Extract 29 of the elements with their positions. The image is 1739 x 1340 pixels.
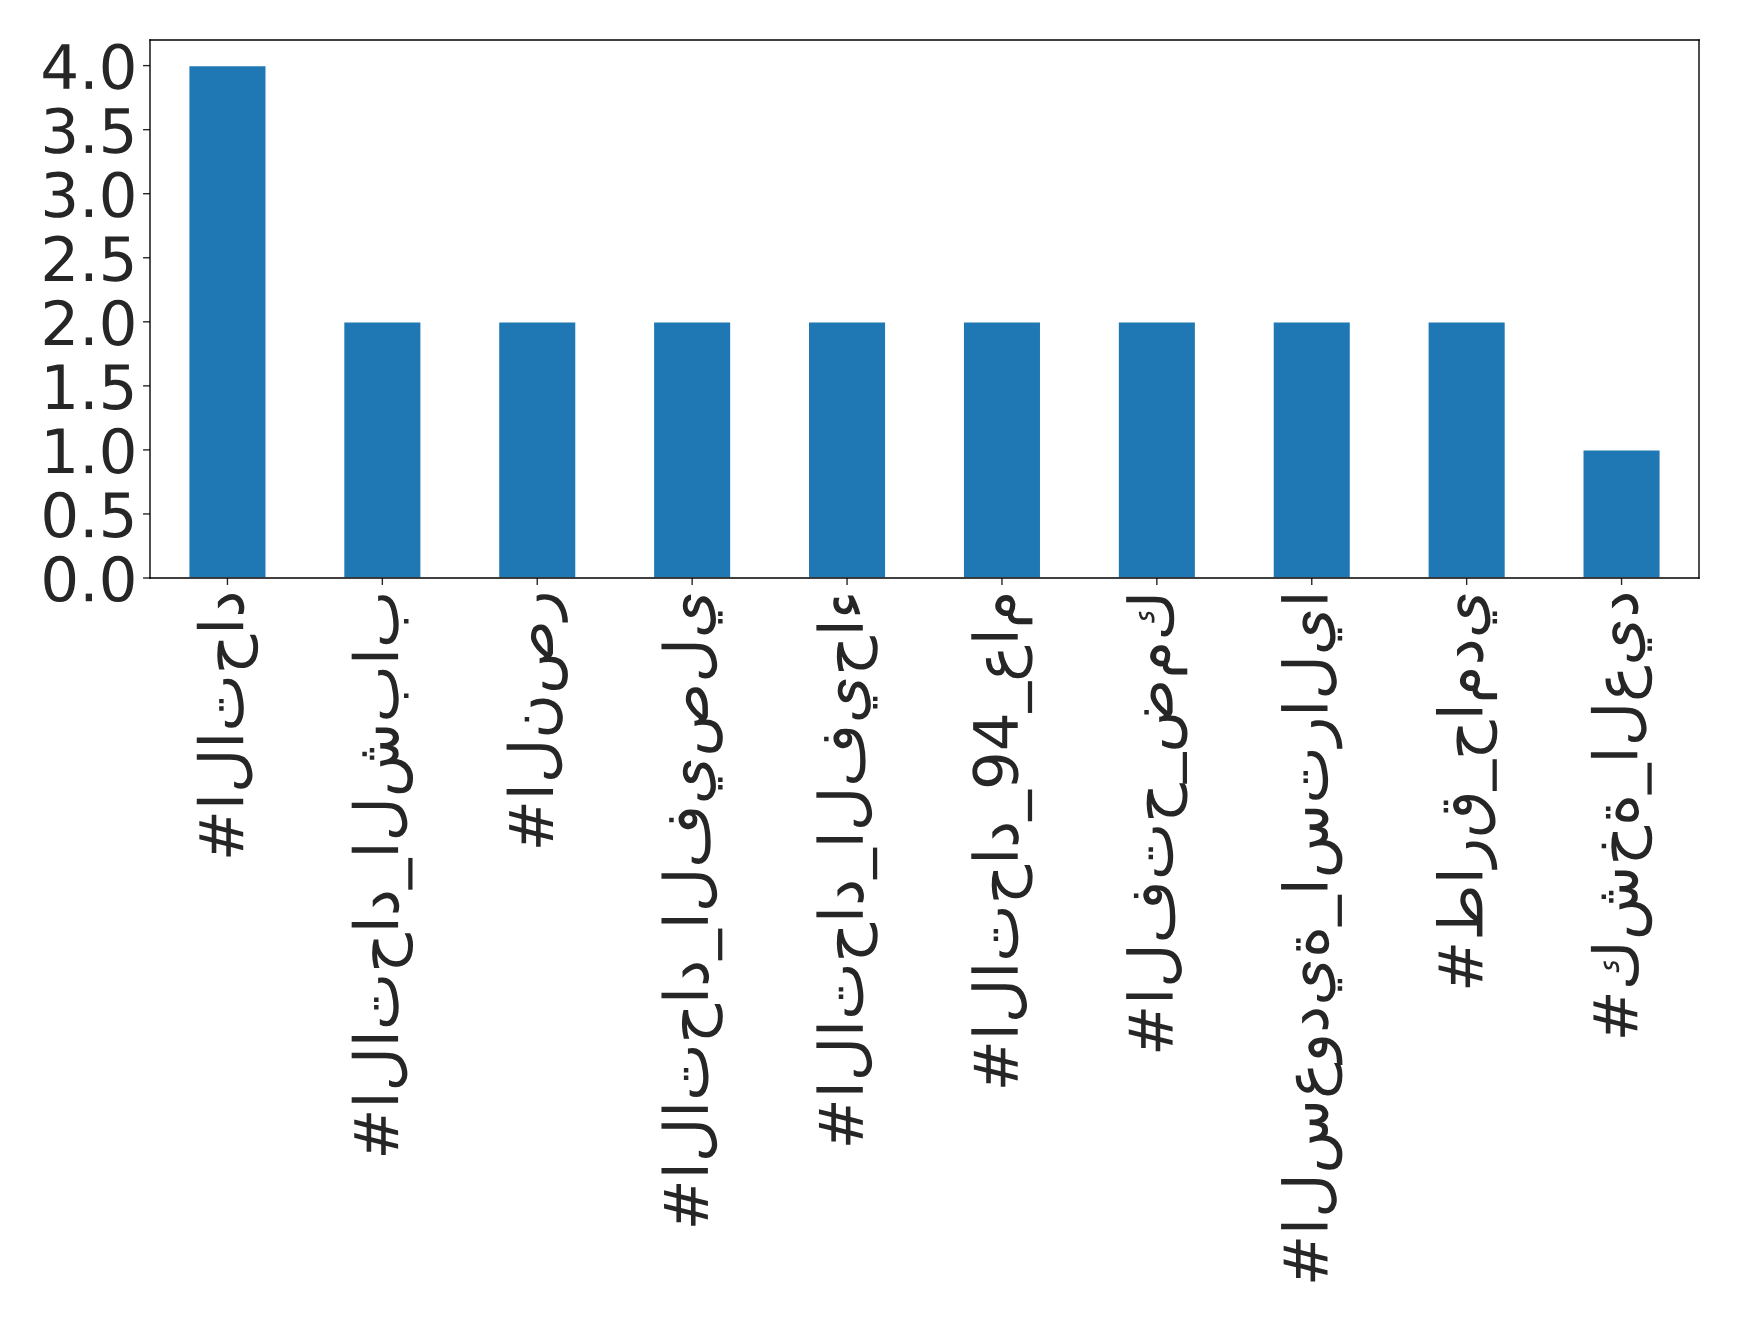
bar bbox=[1427, 321, 1507, 578]
bar bbox=[188, 64, 267, 578]
bar bbox=[962, 321, 1042, 578]
y-tick-label: 3.0 bbox=[44, 171, 134, 218]
bar bbox=[652, 321, 732, 578]
x-tick-label: #كشخة_العيد bbox=[1590, 594, 1653, 1037]
x-tick-label: #الاتحاد_94_عام bbox=[971, 594, 1033, 1087]
y-tick-label: 2.5 bbox=[44, 235, 133, 282]
y-tick-label: 3.5 bbox=[44, 107, 133, 154]
x-tick-label: #الاتحاد_الفيصلي bbox=[661, 594, 723, 1226]
bar bbox=[1582, 449, 1661, 578]
x-tick-label: #الفتح_ضمك bbox=[1126, 596, 1188, 1052]
y-tick-label: 4.0 bbox=[43, 43, 134, 90]
y-tick-label: 1.0 bbox=[47, 427, 134, 474]
bar bbox=[1117, 321, 1197, 578]
x-tick-label: #النصر bbox=[506, 594, 568, 847]
bar bbox=[1272, 321, 1352, 578]
x-tick-label: #الاتحاد bbox=[196, 593, 259, 857]
bar bbox=[807, 321, 887, 578]
x-tick-label: #السعودية_استراليا bbox=[1281, 596, 1343, 1282]
y-tick-label: 1.5 bbox=[47, 364, 133, 410]
bar bbox=[497, 321, 577, 578]
x-tick-label: #طارق_حامدي bbox=[1435, 594, 1498, 988]
y-tick-label: 2.0 bbox=[44, 299, 134, 346]
y-tick-label: 0.5 bbox=[44, 491, 133, 539]
x-tick-label: #الاتحاد_الفيحاء bbox=[816, 595, 878, 1145]
bar bbox=[342, 321, 422, 578]
y-tick-label: 0.0 bbox=[44, 555, 134, 603]
x-tick-label: #الاتحاد_الشباب bbox=[351, 595, 414, 1156]
